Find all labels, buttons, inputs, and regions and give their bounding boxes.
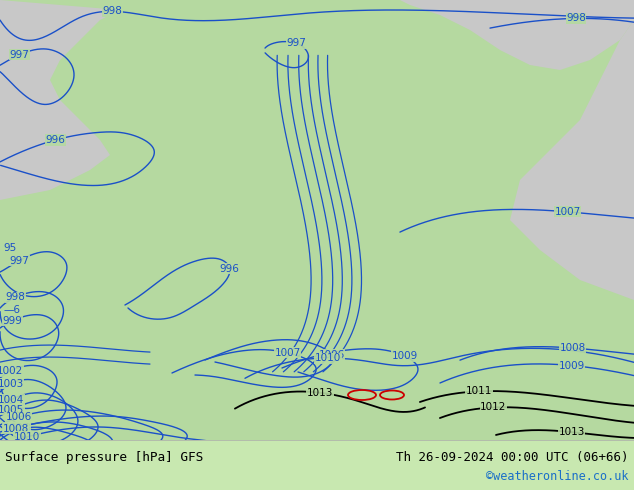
Text: —6: —6 [3, 305, 20, 315]
Text: 1010: 1010 [315, 353, 341, 363]
Text: 1008: 1008 [559, 343, 586, 353]
Text: 1005: 1005 [0, 405, 25, 415]
Text: 1006: 1006 [319, 350, 345, 360]
Text: 1009: 1009 [559, 361, 585, 370]
Polygon shape [400, 0, 634, 70]
Text: 996: 996 [46, 135, 65, 145]
Text: 996: 996 [220, 264, 240, 274]
Text: 1002: 1002 [0, 366, 23, 376]
Text: 1012: 1012 [480, 402, 507, 413]
Text: 1007: 1007 [4, 422, 30, 433]
Text: 997: 997 [287, 38, 306, 49]
Text: 1011: 1011 [465, 386, 492, 396]
Text: 1013: 1013 [307, 388, 333, 398]
Bar [0, 440, 634, 490]
Polygon shape [0, 0, 120, 200]
Text: 10—: 10— [608, 455, 630, 465]
Text: 1004: 1004 [0, 394, 24, 405]
Text: 1008: 1008 [3, 424, 29, 434]
Text: 998: 998 [6, 292, 25, 302]
Text: 1006: 1006 [6, 412, 32, 422]
Text: 1007: 1007 [275, 348, 301, 358]
Text: 998: 998 [103, 6, 122, 16]
Text: 1009: 1009 [391, 351, 418, 361]
Text: 1013: 1013 [559, 427, 585, 437]
Text: 1014: 1014 [578, 443, 605, 453]
Text: 1007: 1007 [555, 207, 581, 217]
Text: 95: 95 [3, 243, 16, 253]
Text: 1003: 1003 [0, 379, 23, 389]
Text: 1010: 1010 [14, 432, 40, 442]
Text: 999: 999 [3, 316, 23, 326]
Text: ©weatheronline.co.uk: ©weatheronline.co.uk [486, 469, 629, 483]
Text: 997: 997 [10, 50, 29, 60]
Text: 997: 997 [9, 256, 29, 266]
Text: Surface pressure [hPa] GFS: Surface pressure [hPa] GFS [5, 450, 204, 464]
Text: Th 26-09-2024 00:00 UTC (06+66): Th 26-09-2024 00:00 UTC (06+66) [396, 450, 629, 464]
Text: 998: 998 [566, 13, 586, 24]
Polygon shape [510, 0, 634, 300]
